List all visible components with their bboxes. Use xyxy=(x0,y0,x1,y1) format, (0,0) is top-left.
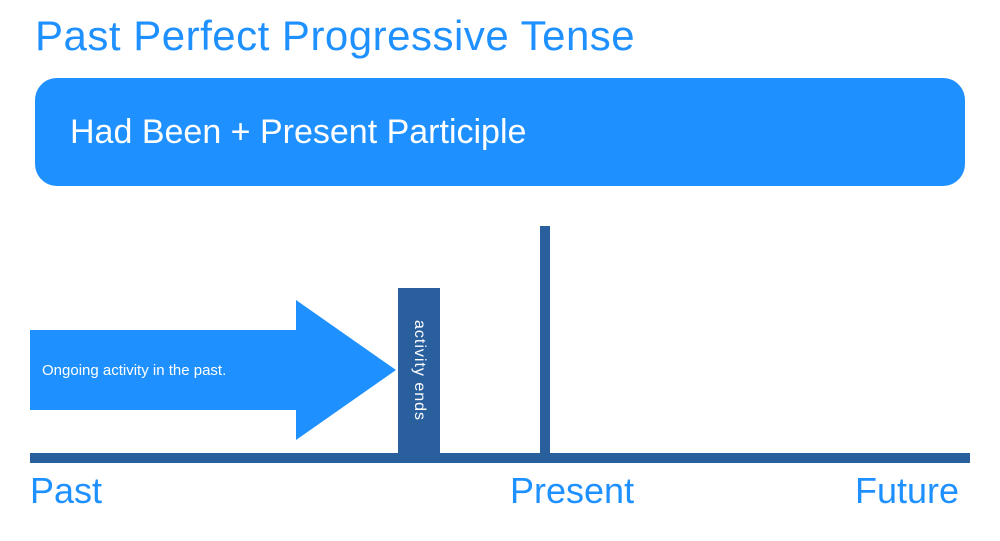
timeline-axis xyxy=(30,453,970,463)
axis-label-present: Present xyxy=(510,470,634,512)
formula-text: Had Been + Present Participle xyxy=(70,113,526,152)
axis-label-past: Past xyxy=(30,470,102,512)
formula-box: Had Been + Present Participle xyxy=(35,78,965,186)
arrow-body: Ongoing activity in the past. xyxy=(30,330,296,410)
activity-ends-label: activity ends xyxy=(410,320,428,421)
axis-label-future: Future xyxy=(855,470,959,512)
arrow-head-icon xyxy=(296,300,396,440)
present-marker xyxy=(540,226,550,453)
activity-ends-bar: activity ends xyxy=(398,288,440,453)
arrow-label: Ongoing activity in the past. xyxy=(42,362,226,379)
diagram-title: Past Perfect Progressive Tense xyxy=(35,12,635,60)
ongoing-activity-arrow: Ongoing activity in the past. xyxy=(30,300,396,440)
